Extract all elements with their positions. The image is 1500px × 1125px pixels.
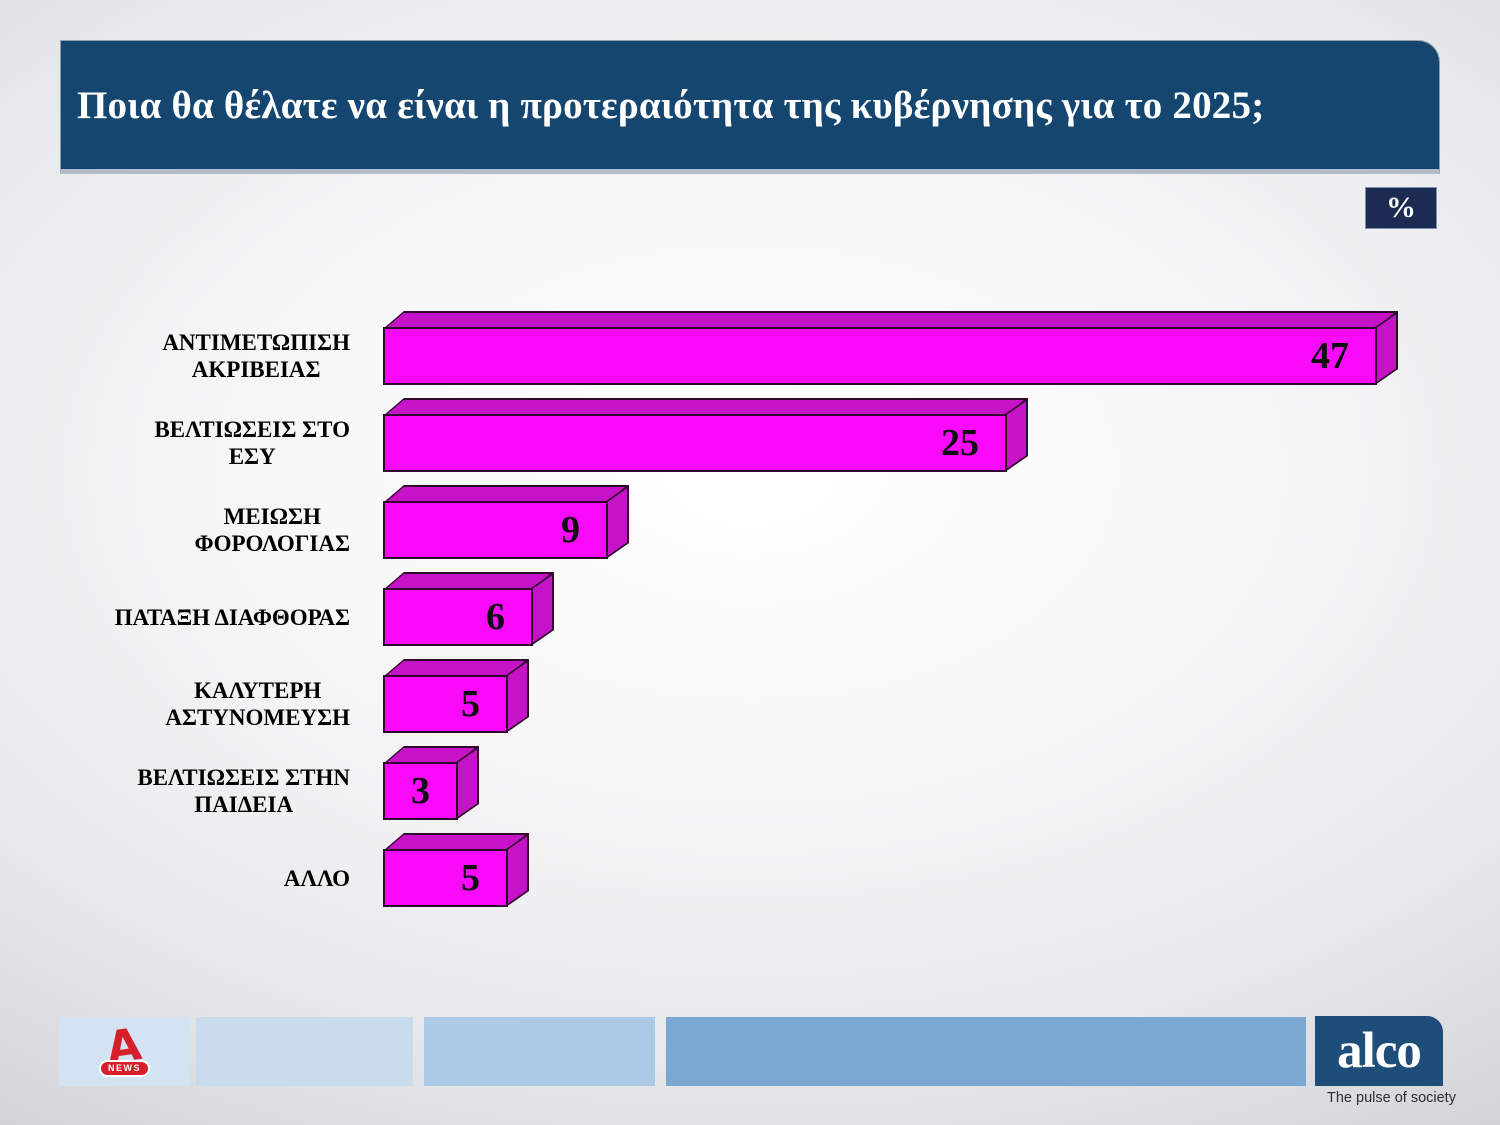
bar-chart: ΑΝΤΙΜΕΤΩΠΙΣΗ ΑΚΡΙΒΕΙΑΣ 47 ΒΕΛΤΙΩΣΕΙΣ ΣΤΟ… [60,311,1450,920]
category-label: ΒΕΛΤΙΩΣΕΙΣ ΣΤΗΝ ΠΑΙΔΕΙΑ [60,762,350,820]
percent-unit-badge: % [1365,187,1437,229]
footer-tile-2 [196,1017,413,1086]
bar-front-face: 25 [383,414,1007,472]
category-label: ΑΝΤΙΜΕΤΩΠΙΣΗ ΑΚΡΙΒΕΙΑΣ [60,327,350,385]
percent-unit-label: % [1386,191,1416,224]
alpha-news-badge: NEWS [99,1059,150,1077]
bar-front-face: 9 [383,501,608,559]
bar-value-label: 3 [411,770,430,812]
bar-value-label: 6 [486,596,505,638]
bar-3d: 5 [383,659,531,733]
chart-row: ΚΑΛΥΤΕΡΗ ΑΣΤΥΝΟΜΕΥΣΗ 5 [60,659,1450,746]
bar-front-face: 6 [383,588,533,646]
bar-value-label: 47 [1311,335,1349,377]
alco-logo-text: alco [1337,1022,1422,1079]
chart-row: ΑΝΤΙΜΕΤΩΠΙΣΗ ΑΚΡΙΒΕΙΑΣ 47 [60,311,1450,398]
category-label: ΒΕΛΤΙΩΣΕΙΣ ΣΤΟ ΕΣΥ [60,414,350,472]
bar-front-face: 47 [383,327,1377,385]
bar-front-face: 5 [383,849,508,907]
category-label: ΚΑΛΥΤΕΡΗ ΑΣΤΥΝΟΜΕΥΣΗ [60,675,350,733]
chart-row: ΜΕΙΩΣΗ ΦΟΡΟΛΟΓΙΑΣ 9 [60,485,1450,572]
bar-3d: 3 [383,746,481,820]
alco-logo: alco [1315,1016,1443,1086]
category-label-text: ΠΑΤΑΞΗ ΔΙΑΦΘΟΡΑΣ [114,604,350,630]
bar-3d: 9 [383,485,631,559]
category-label-text: ΑΛΛΟ [283,865,350,891]
alco-tagline: The pulse of society [1327,1090,1456,1106]
category-label-text: ΜΕΙΩΣΗ ΦΟΡΟΛΟΓΙΑΣ [194,504,351,556]
category-label-text: ΒΕΛΤΙΩΣΕΙΣ ΣΤΟ ΕΣΥ [154,417,350,469]
category-label-text: ΑΝΤΙΜΕΤΩΠΙΣΗ ΑΚΡΙΒΕΙΑΣ [162,330,350,382]
footer-tile-4 [666,1017,1306,1086]
chart-row: ΒΕΛΤΙΩΣΕΙΣ ΣΤΟ ΕΣΥ 25 [60,398,1450,485]
bar-value-label: 9 [561,509,580,551]
bar-3d: 6 [383,572,556,646]
bar-front-face: 3 [383,762,458,820]
bar-3d: 5 [383,833,531,907]
bar-3d: 25 [383,398,1030,472]
footer-tile-alpha: A NEWS [59,1017,190,1086]
bar-3d: 47 [383,311,1400,385]
category-label: ΜΕΙΩΣΗ ΦΟΡΟΛΟΓΙΑΣ [60,501,351,559]
chart-row: ΑΛΛΟ 5 [60,833,1450,920]
category-label: ΑΛΛΟ [60,849,350,907]
bar-front-face: 5 [383,675,508,733]
category-label: ΠΑΤΑΞΗ ΔΙΑΦΘΟΡΑΣ [60,588,350,646]
bar-value-label: 5 [461,857,480,899]
chart-row: ΠΑΤΑΞΗ ΔΙΑΦΘΟΡΑΣ 6 [60,572,1450,659]
question-header: Ποια θα θέλατε να είναι η προτεραιότητα … [60,40,1440,174]
footer-tile-3 [424,1017,655,1086]
bar-value-label: 25 [941,422,979,464]
alpha-news-logo: A NEWS [99,1018,151,1077]
category-label-text: ΒΕΛΤΙΩΣΕΙΣ ΣΤΗΝ ΠΑΙΔΕΙΑ [137,765,350,817]
question-title: Ποια θα θέλατε να είναι η προτεραιότητα … [77,83,1265,127]
bar-value-label: 5 [461,683,480,725]
category-label-text: ΚΑΛΥΤΕΡΗ ΑΣΤΥΝΟΜΕΥΣΗ [165,678,350,730]
chart-row: ΒΕΛΤΙΩΣΕΙΣ ΣΤΗΝ ΠΑΙΔΕΙΑ 3 [60,746,1450,833]
